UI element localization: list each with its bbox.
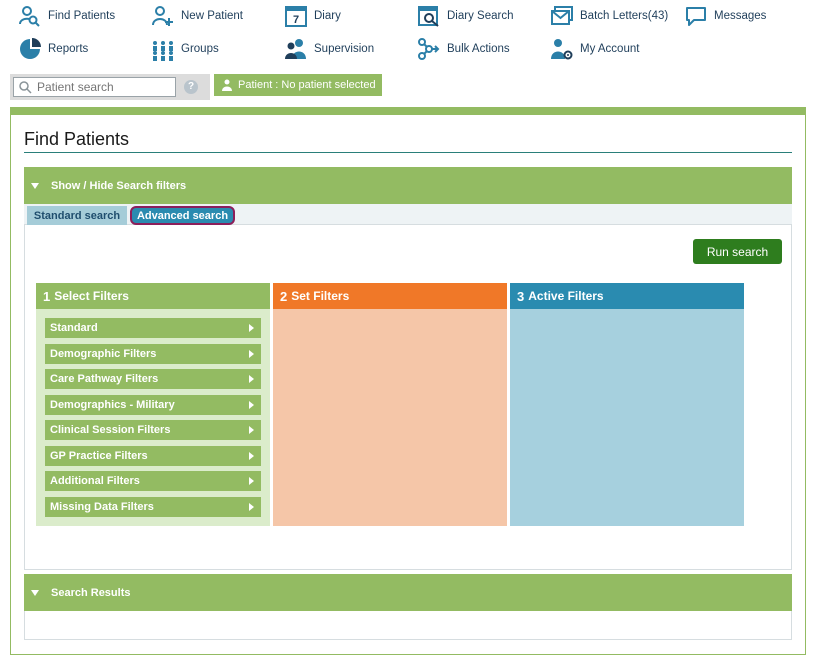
chevron-right-icon	[249, 350, 254, 358]
nav-my-account[interactable]: My Account	[550, 35, 639, 63]
column-title: Select Filters	[54, 289, 129, 303]
nav-label: Diary	[314, 10, 341, 22]
column-number: 2	[280, 288, 288, 304]
reports-icon	[20, 38, 41, 59]
chevron-right-icon	[249, 503, 254, 511]
filter-missing-data[interactable]: Missing Data Filters	[45, 497, 261, 517]
batch-letters-icon	[551, 6, 573, 25]
filter-label: GP Practice Filters	[50, 450, 148, 462]
run-search-button[interactable]: Run search	[693, 239, 782, 264]
nav-groups[interactable]: Groups	[151, 35, 219, 63]
patient-search-input[interactable]	[37, 78, 172, 96]
filter-label: Clinical Session Filters	[50, 424, 171, 436]
chevron-right-icon	[249, 324, 254, 332]
supervision-icon	[285, 39, 306, 59]
filter-gp-practice[interactable]: GP Practice Filters	[45, 446, 261, 466]
filter-demographics-military[interactable]: Demographics - Military	[45, 395, 261, 415]
select-filters-panel	[36, 309, 270, 526]
active-filters-header: 3 Active Filters	[510, 283, 744, 309]
my-account-icon	[551, 39, 573, 60]
nav-label: Messages	[714, 10, 767, 22]
page-title: Find Patients	[24, 129, 130, 149]
nav-supervision[interactable]: Supervision	[284, 35, 374, 63]
nav-label: Batch Letters(43)	[580, 10, 669, 22]
patient-status-text: Patient : No patient selected	[238, 79, 376, 91]
column-title: Active Filters	[528, 289, 604, 303]
nav-reports[interactable]: Reports	[18, 35, 88, 63]
nav-label: Groups	[181, 43, 219, 55]
filter-demographic[interactable]: Demographic Filters	[45, 344, 261, 364]
search-results-toggle[interactable]: Search Results	[24, 574, 792, 611]
nav-label: My Account	[580, 43, 640, 55]
nav-find-patients[interactable]: Find Patients	[18, 2, 115, 30]
filter-label: Missing Data Filters	[50, 501, 154, 513]
filter-label: Demographic Filters	[50, 348, 157, 360]
search-results-area	[24, 611, 792, 640]
filter-standard[interactable]: Standard	[45, 318, 261, 338]
tab-advanced-search[interactable]: Advanced search	[130, 206, 235, 225]
title-divider	[24, 152, 792, 153]
patient-search-box[interactable]	[13, 77, 176, 97]
find-patients-icon	[19, 6, 40, 27]
filter-label: Standard	[50, 322, 98, 334]
nav-label: Reports	[48, 43, 89, 55]
select-filters-header: 1 Select Filters	[36, 283, 270, 309]
search-icon	[19, 81, 32, 94]
active-filters-panel	[510, 309, 744, 526]
search-results-toggle-label: Search Results	[51, 586, 131, 599]
chevron-right-icon	[249, 401, 254, 409]
filter-clinical-session[interactable]: Clinical Session Filters	[45, 420, 261, 440]
set-filters-header: 2 Set Filters	[273, 283, 507, 309]
collapse-triangle-icon	[31, 182, 39, 189]
new-patient-icon	[152, 6, 173, 26]
collapse-triangle-icon	[31, 589, 39, 596]
person-icon	[222, 79, 232, 91]
nav-messages[interactable]: Messages	[684, 2, 766, 30]
messages-icon	[686, 7, 706, 26]
patient-status-badge: Patient : No patient selected	[214, 74, 382, 96]
chevron-right-icon	[249, 426, 254, 434]
nav-label: New Patient	[181, 10, 244, 22]
diary-search-icon	[418, 6, 439, 27]
nav-label: Diary Search	[447, 10, 514, 22]
nav-batch-letters[interactable]: Batch Letters(43)	[550, 2, 668, 30]
filter-care-pathway[interactable]: Care Pathway Filters	[45, 369, 261, 389]
nav-label: Bulk Actions	[447, 43, 510, 55]
nav-diary[interactable]: 7 Diary	[284, 2, 341, 30]
diary-icon: 7	[285, 6, 307, 27]
chevron-right-icon	[249, 477, 254, 485]
set-filters-panel	[273, 309, 507, 526]
column-title: Set Filters	[291, 289, 350, 303]
chevron-right-icon	[249, 452, 254, 460]
filter-label: Demographics - Military	[50, 399, 175, 411]
nav-new-patient[interactable]: New Patient	[151, 2, 243, 30]
nav-diary-search[interactable]: Diary Search	[417, 2, 513, 30]
groups-icon	[153, 41, 173, 61]
filter-additional[interactable]: Additional Filters	[45, 471, 261, 491]
filter-label: Additional Filters	[50, 475, 140, 487]
nav-bulk-actions[interactable]: Bulk Actions	[417, 35, 510, 63]
filter-label: Care Pathway Filters	[50, 373, 159, 385]
nav-label: Find Patients	[48, 10, 116, 22]
search-filters-toggle-label: Show / Hide Search filters	[51, 179, 187, 192]
help-icon[interactable]: ?	[184, 80, 198, 94]
chevron-right-icon	[249, 375, 254, 383]
tab-standard-search[interactable]: Standard search	[27, 206, 127, 225]
diary-icon-day: 7	[293, 14, 299, 26]
nav-label: Supervision	[314, 43, 375, 55]
column-number: 3	[517, 288, 525, 304]
search-filters-toggle[interactable]: Show / Hide Search filters	[24, 167, 792, 204]
column-number: 1	[43, 288, 51, 304]
bulk-actions-icon	[418, 38, 440, 60]
